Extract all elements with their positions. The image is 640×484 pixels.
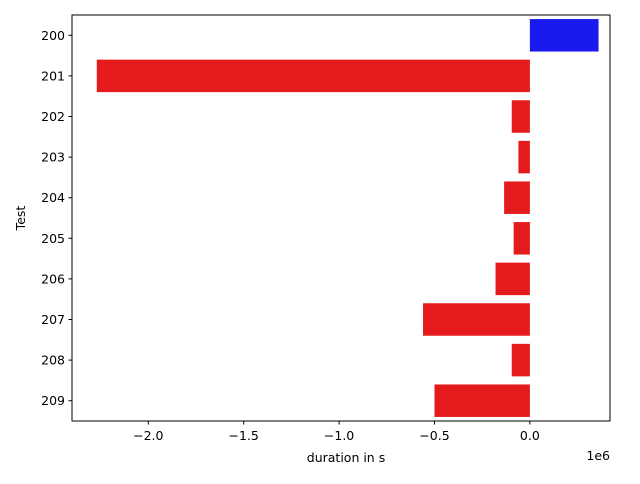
bar-209: [434, 384, 530, 417]
bar-202: [511, 100, 530, 133]
x-tick-label-2: −1.0: [324, 428, 354, 443]
x-ticks-group: −2.0 −1.5 −1.0 −0.5 0.0: [133, 421, 540, 443]
bar-208: [511, 343, 530, 377]
bar-201: [96, 59, 530, 93]
x-tick-label-0: −2.0: [133, 428, 163, 443]
x-tick-label-1: −1.5: [229, 428, 259, 443]
bar-204: [504, 181, 530, 214]
x-tick-label-4: 0.0: [520, 428, 540, 443]
y-axis-label: Test: [13, 206, 28, 232]
y-ticks-group: 200 201 202 203 204 205 206 207 208 209: [41, 28, 72, 408]
x-axis-label: duration in s: [307, 450, 385, 465]
y-tick-label-203: 203: [41, 150, 65, 165]
plot-frame: [71, 14, 611, 422]
y-tick-label-205: 205: [41, 231, 65, 246]
y-tick-label-208: 208: [41, 353, 65, 368]
bars-group: [96, 19, 599, 417]
x-tick-label-3: −0.5: [419, 428, 449, 443]
y-tick-label-206: 206: [41, 271, 65, 286]
bar-206: [495, 262, 530, 296]
bar-200: [529, 19, 599, 52]
y-tick-label-200: 200: [41, 28, 65, 43]
y-tick-label-202: 202: [41, 109, 65, 124]
y-tick-label-209: 209: [41, 393, 65, 408]
y-tick-label-204: 204: [41, 190, 65, 205]
bar-205: [513, 222, 530, 255]
y-tick-label-201: 201: [41, 68, 65, 83]
x-scale-label: 1e6: [586, 448, 610, 463]
y-tick-label-207: 207: [41, 312, 65, 327]
bar-207: [423, 303, 530, 336]
bar-203: [518, 140, 530, 174]
